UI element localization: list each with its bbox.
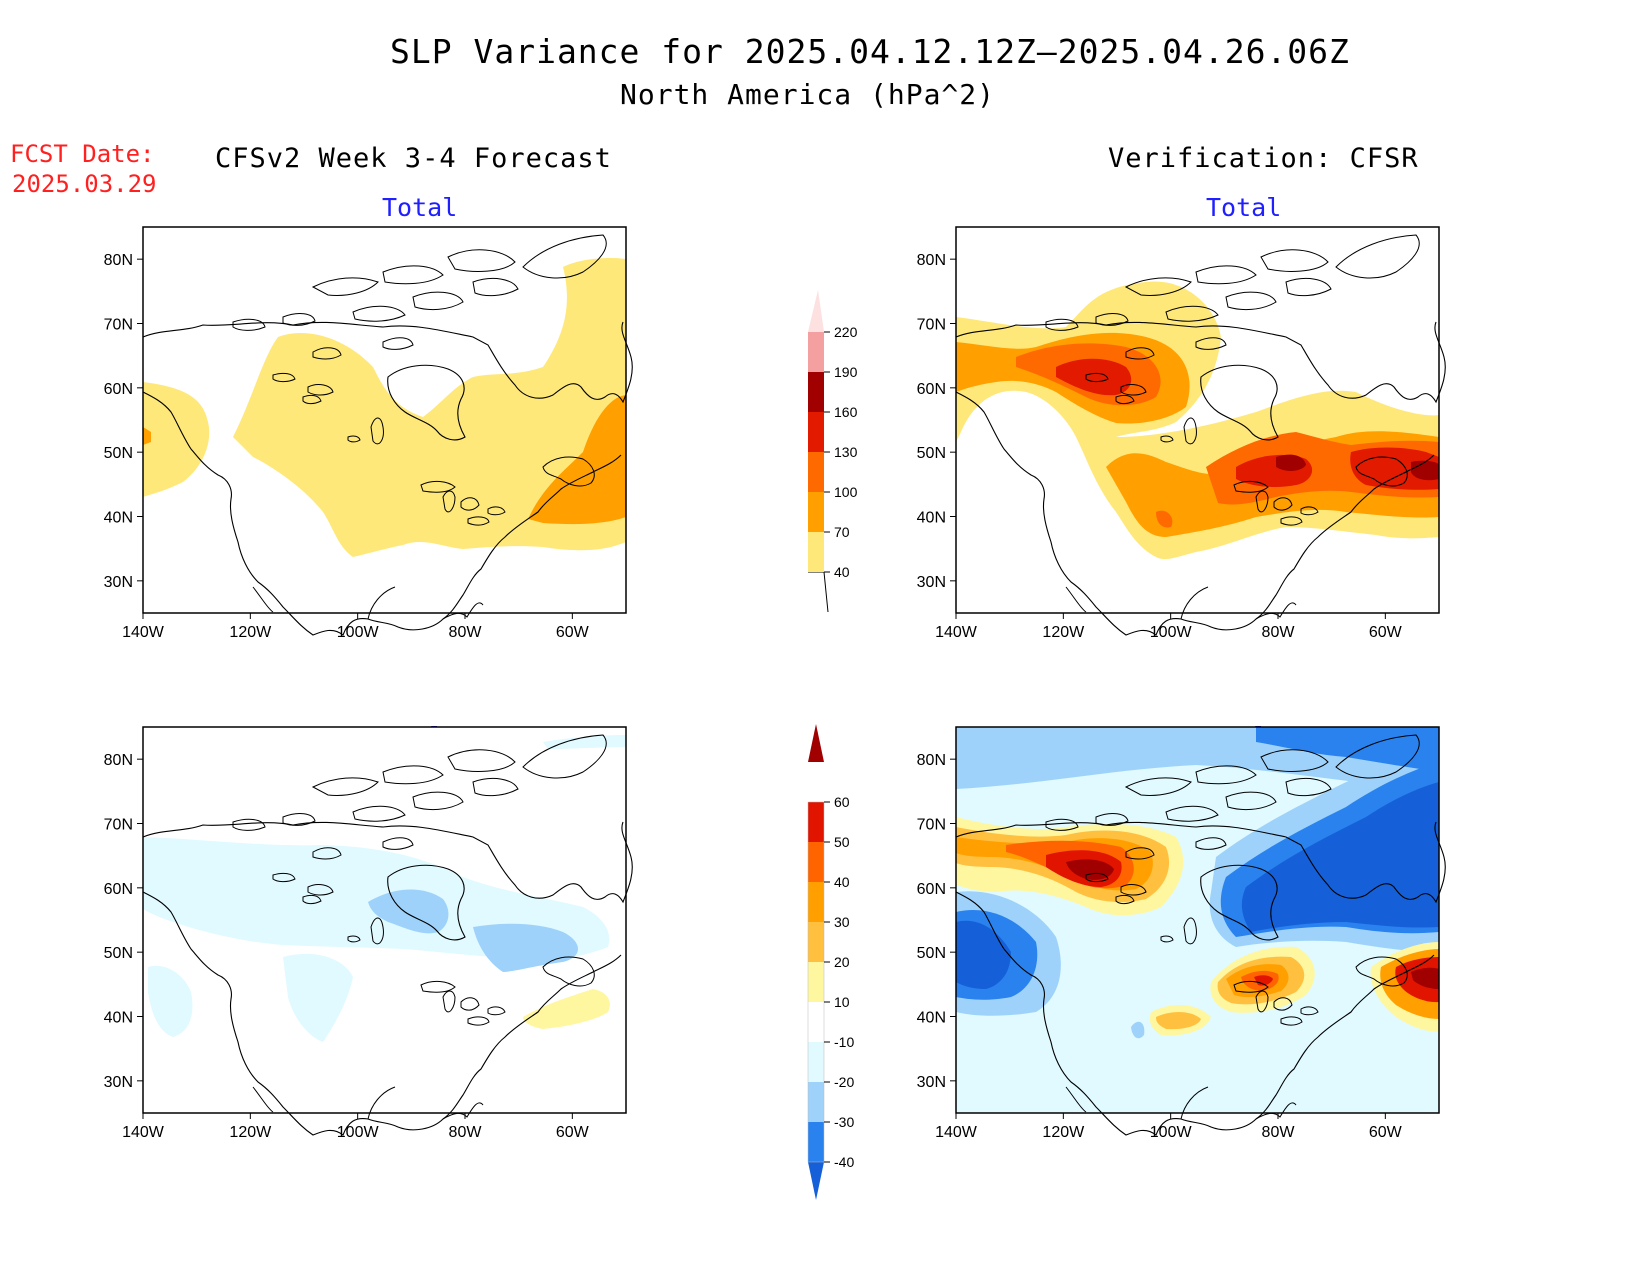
axes-layer: 80N 70N 60N 50N 40N 30N 140W 120W 100W 80W 60W 80N 7…	[104, 252, 1403, 1141]
colorbar-anomaly-label: 50	[834, 834, 850, 850]
lon-tick-label: 60W	[1369, 624, 1403, 641]
lon-tick-label: 140W	[935, 624, 978, 641]
lon-tick-label: 80W	[449, 1124, 483, 1141]
colorbar-total-label: 70	[834, 524, 850, 540]
colorbar-anomaly-swatch	[808, 1002, 824, 1042]
panel-title-ver-total: Total	[1206, 193, 1282, 222]
colorbar-total-swatch	[808, 332, 824, 372]
colorbar-anomaly-swatch	[808, 962, 824, 1002]
colorbar-anomaly-swatch	[808, 724, 824, 762]
lon-tick-label: 60W	[1369, 1124, 1403, 1141]
colorbar-total-swatch	[808, 532, 824, 572]
lon-tick-label: 140W	[122, 1124, 165, 1141]
colorbar-total-label: 100	[834, 484, 858, 500]
lat-tick-label: 80N	[104, 252, 133, 269]
lon-tick-label: 60W	[556, 624, 590, 641]
colorbar-total-label: 40	[834, 564, 850, 580]
column-title-forecast: CFSv2 Week 3-4 Forecast	[215, 143, 612, 174]
lat-tick-label: 50N	[917, 945, 946, 962]
lat-tick-label: 30N	[104, 1074, 133, 1091]
lon-tick-label: 60W	[556, 1124, 590, 1141]
map-panel-ver-anom	[955, 726, 1446, 1136]
colorbar-anomaly-swatch	[808, 1122, 824, 1162]
lat-tick-label: 80N	[917, 252, 946, 269]
colorbar-total-swatch	[808, 452, 824, 492]
colorbar-total-swatch	[808, 372, 824, 412]
colorbar-anomaly-label: -20	[834, 1074, 854, 1090]
lon-tick-label: 120W	[1042, 624, 1085, 641]
colorbar-anomaly-swatch	[808, 802, 824, 842]
colorbar-anomaly-label: 40	[834, 874, 850, 890]
figure-subtitle: North America (hPa^2)	[620, 78, 996, 111]
fcst-date-label: FCST Date:	[10, 140, 155, 168]
colorbar-anomaly-label: -10	[834, 1034, 854, 1050]
lon-tick-label: 100W	[1150, 624, 1193, 641]
colorbar-total-label: 130	[834, 444, 858, 460]
lat-tick-label: 50N	[104, 445, 133, 462]
colorbar-total: 40 70 100 130 160 190 220	[808, 290, 858, 613]
lat-tick-label: 80N	[104, 752, 133, 769]
colorbar-anomaly-swatch	[808, 842, 824, 882]
map-panel-ver-total	[955, 226, 1446, 636]
lon-tick-label: 140W	[122, 624, 165, 641]
panel-title-fc-total: Total	[382, 193, 458, 222]
lon-tick-label: 80W	[1262, 624, 1296, 641]
lat-tick-label: 60N	[917, 381, 946, 398]
colorbar-anomaly-label: -30	[834, 1114, 854, 1130]
lat-tick-label: 60N	[104, 881, 133, 898]
colorbar-total-swatch	[808, 290, 824, 332]
colorbar-anomaly-label: 30	[834, 914, 850, 930]
figure-title: SLP Variance for 2025.04.12.12Z—2025.04.…	[390, 32, 1350, 71]
colorbar-total-label: 190	[834, 364, 858, 380]
lat-tick-label: 50N	[104, 945, 133, 962]
lon-tick-label: 140W	[935, 1124, 978, 1141]
colorbar-anomaly-swatch	[808, 882, 824, 922]
lat-tick-label: 40N	[104, 510, 133, 527]
lat-tick-label: 80N	[917, 752, 946, 769]
lat-tick-label: 70N	[104, 317, 133, 334]
fcst-date-value: 2025.03.29	[12, 170, 157, 198]
colorbar-anomaly-swatch	[808, 1042, 824, 1082]
lat-tick-label: 40N	[917, 510, 946, 527]
colorbar-anomaly-label: 10	[834, 994, 850, 1010]
colorbar-anomaly-swatch	[808, 1082, 824, 1122]
colorbar-anomaly-swatch	[808, 1162, 824, 1200]
lat-tick-label: 40N	[104, 1010, 133, 1027]
lon-tick-label: 100W	[1150, 1124, 1193, 1141]
lon-tick-label: 120W	[229, 1124, 272, 1141]
colorbar-total-swatch	[808, 492, 824, 532]
lat-tick-label: 30N	[104, 574, 133, 591]
lat-tick-label: 40N	[917, 1010, 946, 1027]
lon-tick-label: 120W	[229, 624, 272, 641]
colorbar-anomaly-label: -40	[834, 1154, 854, 1170]
lat-tick-label: 70N	[104, 817, 133, 834]
lat-tick-label: 30N	[917, 1074, 946, 1091]
colorbar-total-label: 220	[834, 324, 858, 340]
lon-tick-label: 100W	[337, 624, 380, 641]
lat-tick-label: 30N	[917, 574, 946, 591]
colorbar-total-lower-cap	[808, 571, 829, 613]
map-panel-fc-anom	[142, 726, 633, 1136]
lat-tick-label: 60N	[104, 381, 133, 398]
lat-tick-label: 60N	[917, 881, 946, 898]
lat-tick-label: 50N	[917, 445, 946, 462]
lon-tick-label: 120W	[1042, 1124, 1085, 1141]
lat-tick-label: 70N	[917, 317, 946, 334]
colorbar-anomaly-swatch	[808, 922, 824, 962]
colorbar-anomaly: -40 -30 -20 -10 10 20 30 40 50 60	[807, 724, 854, 1200]
colorbar-anomaly-label: 60	[834, 794, 850, 810]
lon-tick-label: 100W	[337, 1124, 380, 1141]
colorbar-total-swatch	[808, 412, 824, 452]
lon-tick-label: 80W	[1262, 1124, 1296, 1141]
map-panel-fc-total	[142, 226, 633, 636]
column-title-verification: Verification: CFSR	[1108, 143, 1419, 174]
colorbar-anomaly-label: 20	[834, 954, 850, 970]
colorbar-total-label: 160	[834, 404, 858, 420]
lat-tick-label: 70N	[917, 817, 946, 834]
lon-tick-label: 80W	[449, 624, 483, 641]
